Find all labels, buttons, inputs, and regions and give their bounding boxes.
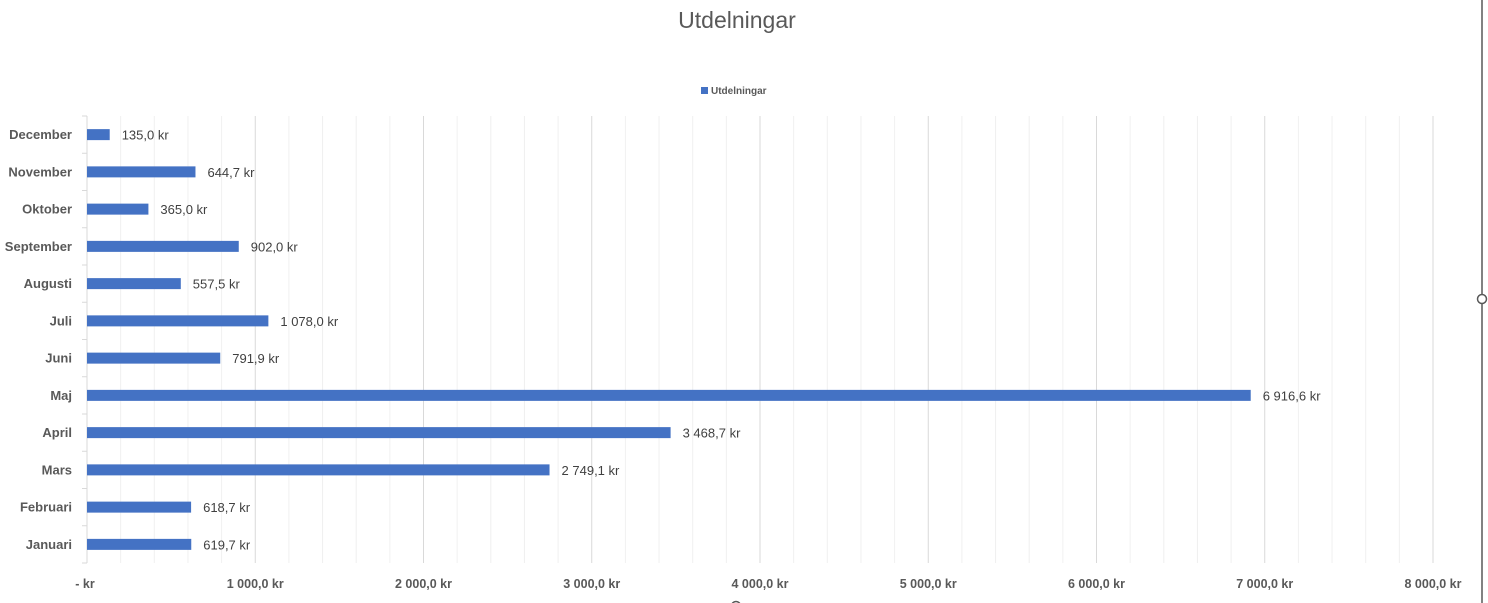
x-tick-label: 2 000,0 kr <box>395 577 452 591</box>
category-label: Mars <box>42 462 72 477</box>
x-tick-label: 8 000,0 kr <box>1405 577 1462 591</box>
bar <box>87 166 196 178</box>
category-label: September <box>5 239 72 254</box>
data-label: 1 078,0 kr <box>280 314 338 329</box>
resize-handle[interactable] <box>1476 293 1488 305</box>
data-label: 365,0 kr <box>160 202 208 217</box>
category-label: November <box>8 164 72 179</box>
bar <box>87 315 269 327</box>
legend[interactable]: Utdelningar <box>701 86 767 97</box>
data-label: 618,7 kr <box>203 500 251 515</box>
bar <box>87 501 192 513</box>
category-label: Juni <box>45 351 72 366</box>
x-tick-label: 5 000,0 kr <box>900 577 957 591</box>
data-label: 2 749,1 kr <box>562 463 620 478</box>
bar <box>87 352 221 364</box>
bar <box>87 240 239 252</box>
bar <box>87 389 1251 401</box>
data-label: 644,7 kr <box>207 165 255 180</box>
data-label: 791,9 kr <box>232 351 280 366</box>
data-label: 3 468,7 kr <box>683 426 741 441</box>
x-tick-label: 1 000,0 kr <box>227 577 284 591</box>
bar <box>87 427 671 439</box>
category-label: April <box>42 425 72 440</box>
bar <box>87 538 192 550</box>
category-label: Juli <box>50 313 72 328</box>
gridlines <box>82 115 1434 564</box>
category-label: Januari <box>26 537 72 552</box>
data-label: 619,7 kr <box>203 537 251 552</box>
x-tick-label: - kr <box>75 577 95 591</box>
category-label: Augusti <box>24 276 72 291</box>
selection-border[interactable] <box>731 0 1488 603</box>
bar <box>87 464 550 476</box>
category-label: Februari <box>20 500 72 515</box>
category-label: December <box>9 127 72 142</box>
x-tick-label: 6 000,0 kr <box>1068 577 1125 591</box>
chart-title: Utdelningar <box>678 7 796 33</box>
legend-swatch <box>701 87 708 94</box>
data-label: 902,0 kr <box>251 239 299 254</box>
data-label: 135,0 kr <box>122 128 170 143</box>
x-tick-label: 4 000,0 kr <box>732 577 789 591</box>
bar <box>87 278 181 290</box>
bar <box>87 203 149 215</box>
category-label: Oktober <box>22 202 72 217</box>
legend-label: Utdelningar <box>711 86 767 97</box>
x-tick-label: 3 000,0 kr <box>563 577 620 591</box>
data-label: 6 916,6 kr <box>1263 388 1321 403</box>
data-label: 557,5 kr <box>193 277 241 292</box>
bar <box>87 129 110 141</box>
category-label: Maj <box>50 388 72 403</box>
x-tick-label: 7 000,0 kr <box>1236 577 1293 591</box>
